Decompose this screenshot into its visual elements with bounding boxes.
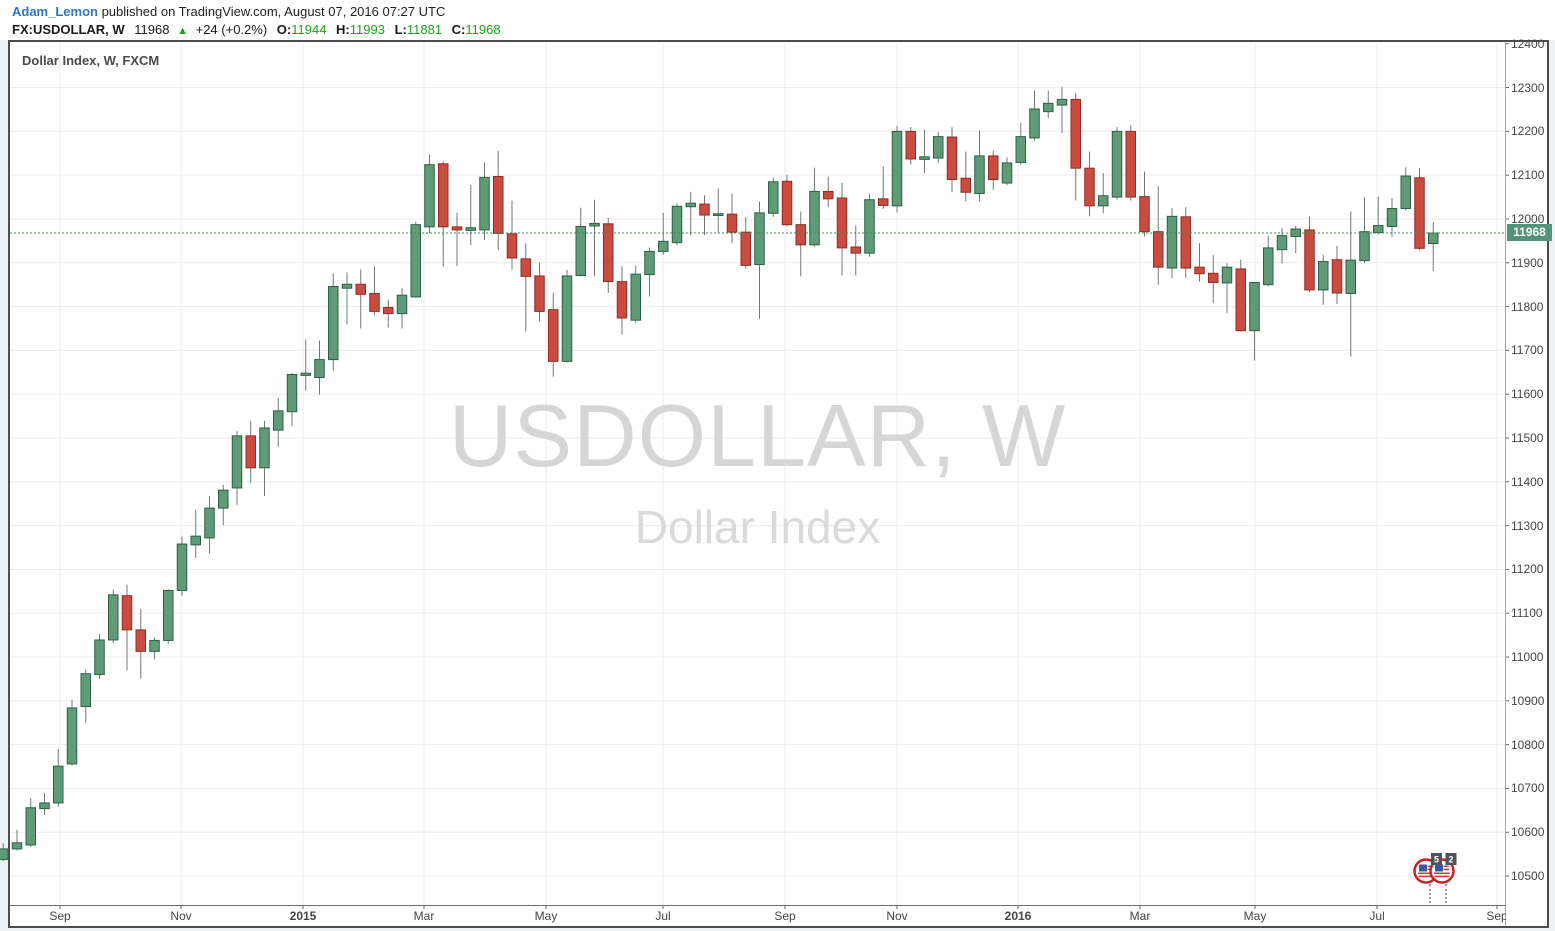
last-price-text: 11968 [134,22,170,37]
open-value: 11944 [291,22,327,37]
price-tick-label: 12200 [1511,124,1545,139]
price-tick-label: 11500 [1511,431,1544,446]
symbol-label: FX:USDOLLAR, W [12,22,125,37]
chart-legend[interactable]: Dollar Index, W, FXCM [22,53,160,68]
svg-text:5: 5 [1434,855,1439,865]
price-tick-label: 12300 [1511,80,1545,95]
up-arrow-icon: ▲ [177,25,188,37]
time-tick-label: Nov [170,909,192,923]
low-label: L: [394,22,407,37]
price-tick-label: 11900 [1511,255,1544,270]
time-tick-label: May [1243,909,1267,923]
event-flag-icon-2[interactable] [1429,858,1455,884]
close-label: C: [451,22,466,37]
price-tick-label: 12400 [1511,36,1545,51]
price-tick-label: 11100 [1511,606,1543,621]
time-tick-label: Sep [1486,909,1506,923]
last-price-tag: 11968 [1507,224,1552,242]
event-drop-line [1429,884,1431,903]
publish-text: published on TradingView.com, August 07,… [97,4,446,19]
high-label: H: [336,22,350,37]
low-value: 11881 [406,22,443,37]
time-tick-label: May [534,909,558,923]
price-tick-label: 11700 [1511,343,1544,358]
time-tick-label: Jul [655,909,671,923]
time-tick-label: Nov [886,909,908,923]
time-axis[interactable]: Sep Nov 2015 Mar May Jul Sep Nov 2016 Mar May Jul Se… [10,906,1506,926]
change-text: +24 (+0.2%) [195,22,268,37]
time-tick-label: Sep [49,909,71,923]
author-link[interactable]: Adam_Lemon [12,4,98,19]
time-tick-label: 2015 [289,909,317,923]
time-axis-separator [10,905,1506,906]
event-count-badge-2: 2 [1445,853,1457,865]
price-tick-label: 12000 [1511,211,1545,226]
price-tick-label: 10700 [1511,781,1545,796]
price-tick-label: 11600 [1511,387,1544,402]
price-tick-label: 11300 [1511,518,1544,533]
price-tick-label: 11400 [1511,474,1544,489]
price-axis-separator [1505,42,1506,926]
header-strip [0,0,1555,40]
time-tick-label: Jul [1369,909,1385,923]
publish-line: Adam_Lemon published on TradingView.com,… [12,4,445,19]
price-tick-label: 10800 [1511,737,1545,752]
price-tick-label: 11200 [1511,562,1544,577]
open-label: O: [276,22,292,37]
time-tick-label: Mar [413,909,435,923]
time-tick-label: Sep [774,909,796,923]
price-tick-label: 11800 [1511,299,1544,314]
price-axis[interactable]: 12400 12300 12200 12100 12000 11900 11800 11700… [1507,37,1549,905]
price-tick-label: 10500 [1511,869,1545,884]
time-tick-label: Mar [1129,909,1151,923]
svg-text:2: 2 [1448,855,1453,865]
time-tick-label: 2016 [1004,909,1032,923]
event-drop-line [1445,884,1447,903]
high-value: 11993 [349,22,385,37]
price-tick-label: 10900 [1511,693,1545,708]
price-tick-label: 12100 [1511,168,1545,183]
close-value: 11968 [465,22,501,37]
price-tick-label: 11000 [1511,650,1544,665]
price-tick-label: 10600 [1511,825,1545,840]
economic-event-markers[interactable]: 5 2 [1412,851,1464,893]
event-count-badge-1: 5 [1431,853,1442,865]
ohlc-line: FX:USDOLLAR, W 11968 ▲ +24 (+0.2%) O:119… [12,22,501,37]
